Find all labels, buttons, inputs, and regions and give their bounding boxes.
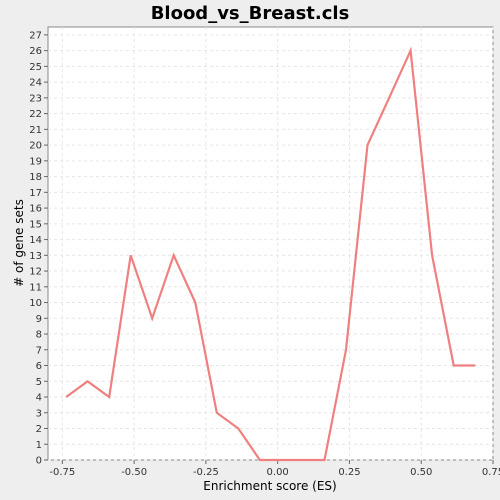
y-axis: 0123456789101112131415161718192021222324…	[29, 30, 48, 467]
x-tick-label: 0.00	[267, 467, 289, 478]
x-tick-label: 0.50	[410, 467, 432, 478]
x-axis-label: Enrichment score (ES)	[203, 479, 336, 493]
series-group	[65, 46, 476, 462]
y-tick-label: 12	[29, 267, 42, 278]
y-tick-label: 4	[36, 393, 42, 404]
y-tick-label: 27	[29, 30, 42, 41]
y-tick-label: 25	[29, 62, 42, 73]
y-tick-label: 10	[29, 298, 42, 309]
y-tick-label: 3	[36, 408, 42, 419]
y-tick-label: 24	[29, 78, 42, 89]
y-tick-label: 20	[29, 141, 42, 152]
x-tick-label: 0.25	[338, 467, 360, 478]
y-tick-label: 6	[36, 361, 42, 372]
y-tick-label: 16	[29, 204, 42, 215]
x-tick-label: 0.75	[482, 467, 500, 478]
x-axis: -0.75 -0.50 -0.25 0.00 0.25 0.50 0.75	[49, 460, 500, 478]
plot-area	[47, 26, 494, 461]
y-tick-label: 18	[29, 172, 42, 183]
y-tick-label: 11	[29, 282, 42, 293]
y-tick-label: 23	[29, 93, 42, 104]
y-tick-label: 1	[36, 440, 42, 451]
y-tick-label: 7	[36, 345, 42, 356]
y-tick-label: 9	[36, 314, 42, 325]
y-tick-label: 15	[29, 219, 42, 230]
y-tick-label: 14	[29, 235, 42, 246]
y-tick-label: 26	[29, 46, 42, 57]
y-tick-label: 0	[36, 456, 42, 467]
y-tick-label: 17	[29, 188, 42, 199]
y-tick-label: 19	[29, 156, 42, 167]
y-tick-label: 8	[36, 330, 42, 341]
y-tick-label: 22	[29, 109, 42, 120]
grid	[48, 27, 494, 461]
y-tick-label: 21	[29, 125, 42, 136]
series-line	[65, 46, 476, 462]
y-axis-label: # of gene sets	[12, 199, 26, 287]
chart-title: Blood_vs_Breast.cls	[151, 3, 350, 24]
y-tick-label: 2	[36, 424, 42, 435]
x-tick-label: -0.50	[121, 467, 147, 478]
x-tick-label: -0.25	[193, 467, 219, 478]
y-tick-label: 5	[36, 377, 42, 388]
y-tick-label: 13	[29, 251, 42, 262]
x-tick-label: -0.75	[49, 467, 75, 478]
